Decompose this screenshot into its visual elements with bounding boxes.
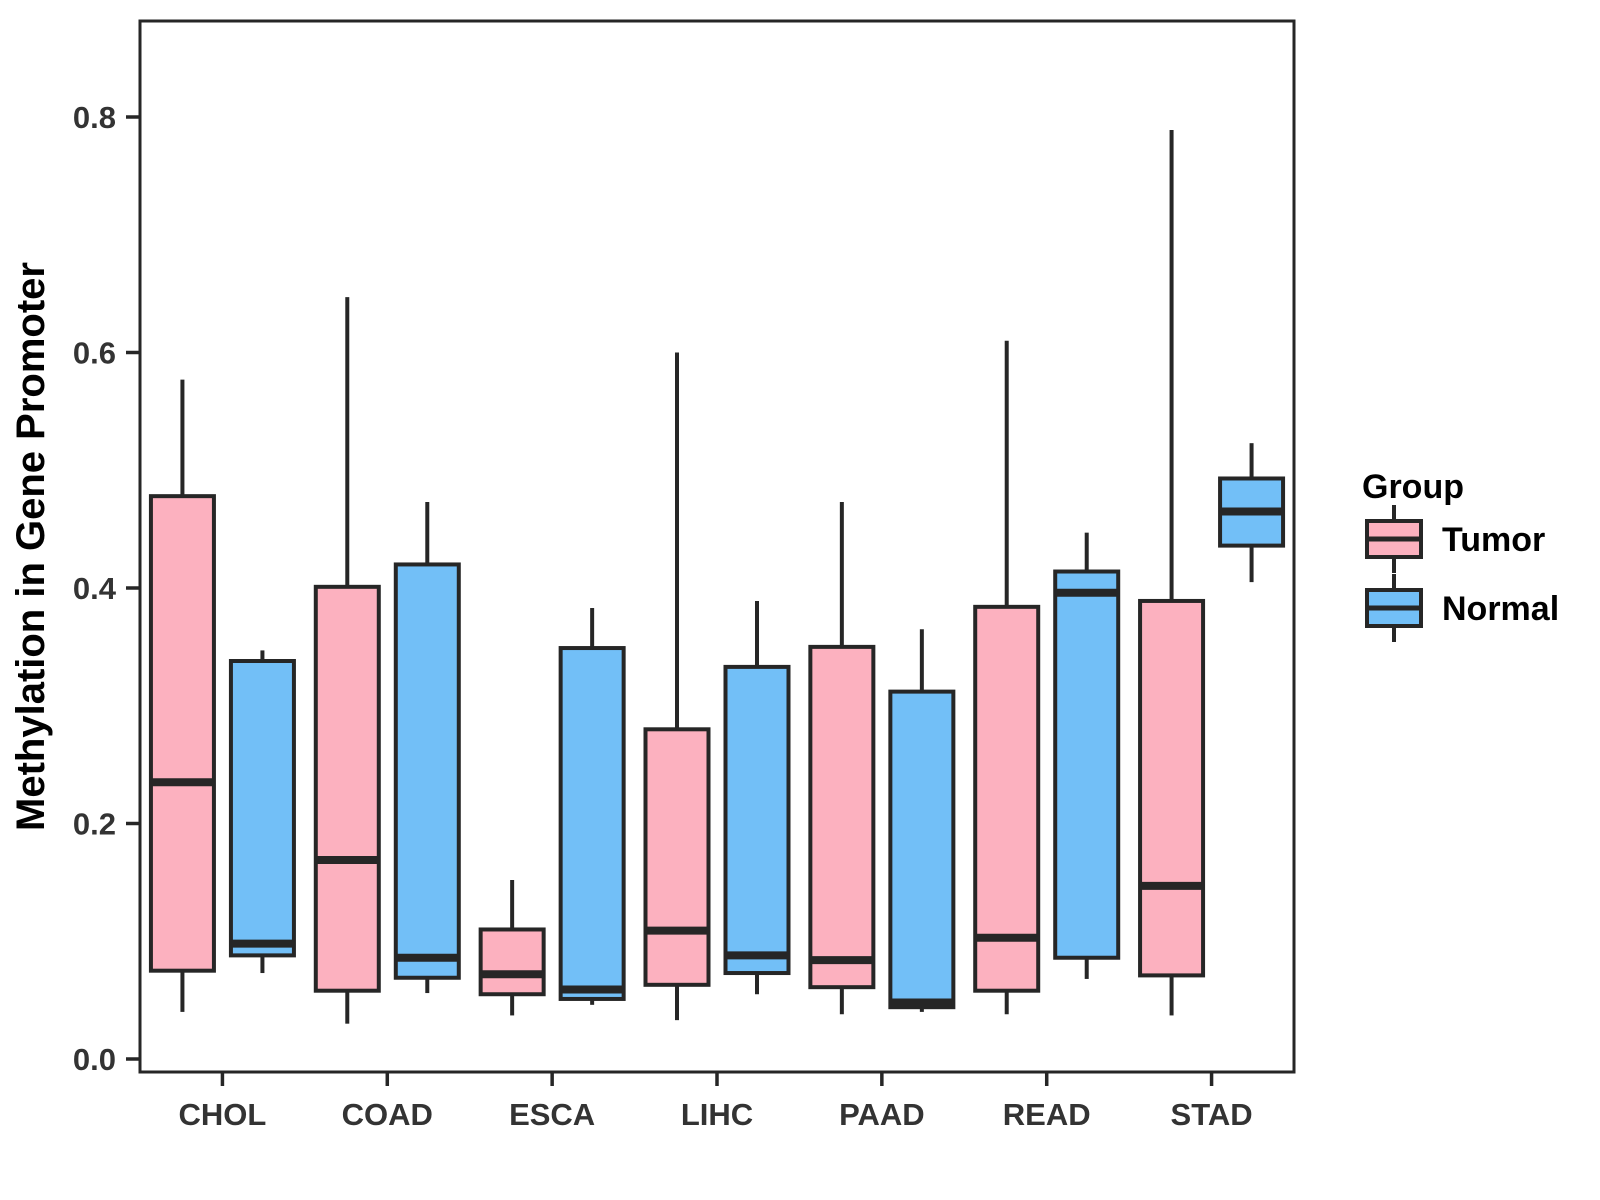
box-normal-paad <box>888 689 956 1010</box>
y-tick-label: 0.6 <box>73 335 116 370</box>
box-normal-read <box>1053 569 1121 960</box>
x-tick-label-paad: PAAD <box>839 1097 925 1132</box>
box-tumor-read <box>973 604 1041 993</box>
x-tick-label-chol: CHOL <box>179 1097 267 1132</box>
box-tumor-esca <box>478 927 546 997</box>
legend-label-normal: Normal <box>1442 590 1559 628</box>
y-axis-title: Methylation in Gene Promoter <box>9 262 53 831</box>
box-tumor-stad <box>1138 598 1206 978</box>
x-tick-label-stad: STAD <box>1171 1097 1253 1132</box>
y-tick-label: 0.4 <box>73 571 117 606</box>
box-normal-lihc <box>723 664 791 976</box>
box-normal-esca <box>558 646 626 1001</box>
box-tumor-coad <box>313 584 381 993</box>
x-tick-label-coad: COAD <box>342 1097 433 1132</box>
legend-title: Group <box>1362 468 1464 506</box>
x-tick-label-esca: ESCA <box>509 1097 595 1132</box>
box-normal-chol <box>228 659 296 958</box>
y-tick-label: 0.2 <box>73 806 116 841</box>
box-tumor-paad <box>808 644 876 990</box>
plot-panel <box>138 19 1296 1074</box>
box-normal-coad <box>393 562 461 980</box>
y-tick-label: 0.0 <box>73 1042 116 1077</box>
box-tumor-chol <box>148 494 216 973</box>
box-tumor-lihc <box>643 727 711 987</box>
x-tick-label-read: READ <box>1003 1097 1091 1132</box>
x-tick-label-lihc: LIHC <box>681 1097 753 1132</box>
legend-label-tumor: Tumor <box>1442 521 1545 559</box>
y-tick-label: 0.8 <box>73 100 116 135</box>
